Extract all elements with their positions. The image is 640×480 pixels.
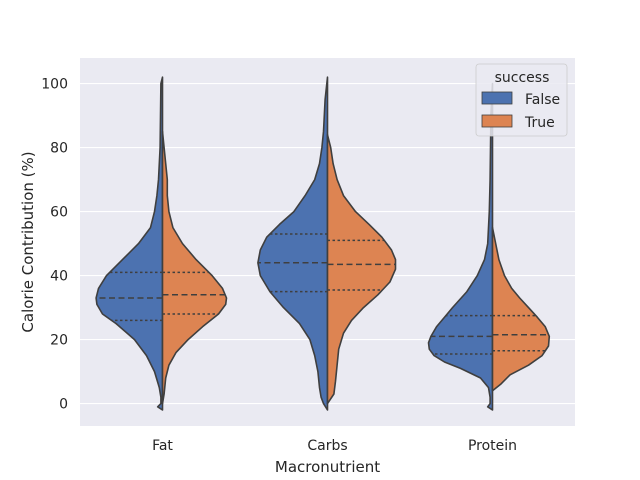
- y-tick-label: 80: [50, 141, 68, 157]
- y-axis-label: Calorie Contribution (%): [19, 151, 37, 332]
- violin-fat-false: [95, 76, 164, 411]
- legend-title: success: [495, 70, 550, 86]
- y-tick-label: 100: [41, 77, 68, 93]
- x-tick-label: Carbs: [307, 438, 347, 454]
- x-tick-labels: Fat Carbs Protein: [152, 438, 517, 454]
- y-tick-label: 0: [59, 397, 68, 413]
- legend-swatch-true: [481, 114, 513, 128]
- x-tick-label: Protein: [468, 438, 517, 454]
- x-tick-label: Fat: [152, 438, 173, 454]
- x-axis-label: Macronutrient: [275, 458, 380, 476]
- violin-protein-true: [491, 226, 551, 392]
- legend-swatch-false: [481, 91, 513, 105]
- legend: success False True: [475, 63, 568, 137]
- violin-protein-false: [427, 82, 494, 411]
- violins: [95, 76, 551, 411]
- legend-label-true: True: [524, 115, 555, 131]
- y-tick-label: 20: [50, 333, 68, 349]
- legend-label-false: False: [525, 92, 560, 108]
- violin-fat-true: [161, 130, 228, 405]
- violin-carbs-false: [257, 76, 329, 411]
- y-tick-label: 40: [50, 269, 68, 285]
- y-tick-labels: 0 20 40 60 80 100: [41, 77, 68, 413]
- y-tick-label: 60: [50, 205, 68, 221]
